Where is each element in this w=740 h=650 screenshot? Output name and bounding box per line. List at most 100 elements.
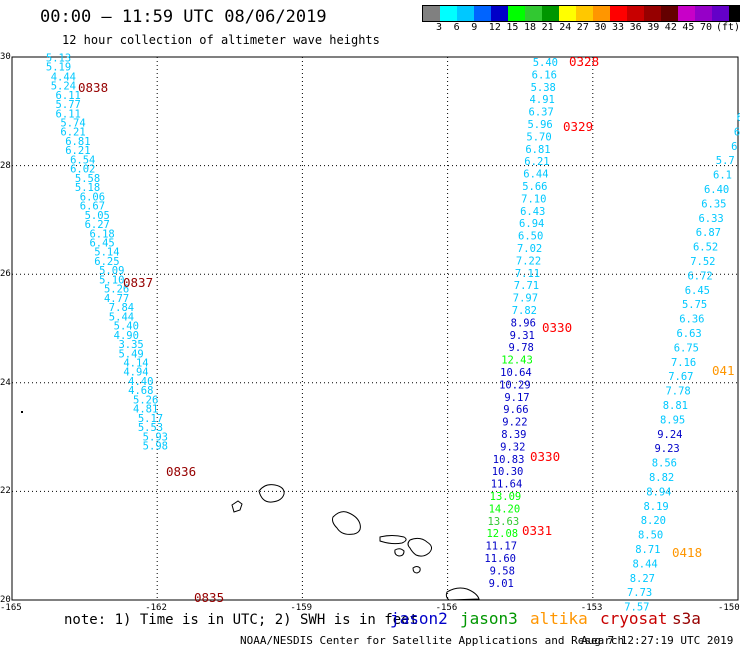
pass-time-label: 0835 [194,590,224,605]
wave-height-value: 9.32 [500,441,525,453]
wave-height-value: 9.17 [504,392,529,404]
pass-time-label: 0418 [672,545,702,560]
wave-height-value: 5.38 [531,82,556,94]
wave-height-value: 8.19 [643,501,668,513]
pass-time-label: 041 [712,363,735,378]
wave-height-value: 9.23 [654,443,679,455]
wave-height-value: 8.20 [641,515,666,527]
colorbar-label: 70 [700,22,713,33]
wave-height-value: 7.78 [665,386,690,398]
wave-height-value: 8.81 [663,400,688,412]
wave-height-value: 6.94 [519,218,544,230]
wave-height-value: 4.40 [128,376,153,388]
wave-height-value: 6.87 [696,227,721,239]
wave-height-value: 7.82 [512,305,537,317]
lon-tick-label: -165 [0,603,22,613]
wave-height-value: 5.19 [46,62,71,74]
pass-time-label: 0330 [530,449,560,464]
island-maui [407,537,433,557]
wave-height-value: 7.22 [516,255,541,267]
wave-height-value: 6.11 [56,108,81,120]
wave-height-value: 6.40 [704,184,729,196]
colorbar-label: 45 [682,22,695,33]
wave-height-value: 6.02 [70,164,95,176]
legend-jason2: jason2 [390,609,448,628]
colorbar-label: 39 [647,22,660,33]
legend-jason3: jason3 [460,609,518,628]
island-lanai [394,548,405,557]
colorbar-label: 12 [488,22,501,33]
colorbar-swatch [678,6,695,21]
wave-height-value: 6.25 [94,256,119,268]
wave-height-value: 5.74 [60,118,85,130]
wave-height-value: 11.64 [491,479,523,491]
colorbar-label: 15 [506,22,519,33]
wave-height-value: 5.24 [51,81,76,93]
wave-height-value: 6.21 [65,145,90,157]
wave-height-value: 6 [737,112,740,124]
colorbar-swatch [440,6,457,21]
colorbar-label: 30 [594,22,607,33]
pass-time-label: 0838 [78,80,108,95]
map-frame [11,56,739,601]
map-title: 00:00 — 11:59 UTC 08/06/2019 [40,7,327,27]
colorbar-label: 24 [559,22,572,33]
wave-height-value: 9.01 [489,578,514,590]
wave-height-value: 7.73 [627,587,652,599]
pass-time-label: 0330 [542,320,572,335]
wave-height-value: 5.75 [682,299,707,311]
wave-height-value: 13.09 [490,491,522,503]
colorbar-swatch [576,6,593,21]
colorbar-swatch [729,6,740,21]
wave-height-value: 5.66 [522,181,547,193]
wave-height-value: 7.97 [513,293,538,305]
wave-height-value: 6.75 [674,342,699,354]
wave-height-value: 9.22 [502,417,527,429]
wave-height-value: 6.72 [687,270,712,282]
wave-height-value: 8.44 [632,558,657,570]
wave-height-value: 6.11 [56,90,81,102]
wave-height-value: 4.68 [128,385,153,397]
wave-height-value: 5.09 [99,265,124,277]
wave-height-value: 6.54 [70,154,95,166]
wave-height-value: 4.81 [133,404,158,416]
colorbar-swatch [491,6,508,21]
wave-height-value: 8.39 [501,429,526,441]
lat-tick-label: 20 [0,595,11,605]
colorbar-swatch [695,6,712,21]
lon-tick-label: -159 [290,603,313,613]
colorbar-label: 33 [612,22,625,33]
wave-height-value: 8.94 [646,486,671,498]
pass-time-label: 0328 [569,54,599,69]
wave-height-value: 6.06 [80,191,105,203]
island-kahoolawe [412,566,421,574]
wave-height-value: 8.96 [511,317,536,329]
wave-height-value: 5.93 [143,431,168,443]
wave-height-value: 5.14 [94,247,119,259]
lat-tick-label: 28 [0,160,11,171]
wave-height-value: 6.33 [698,213,723,225]
lat-tick-label: 24 [0,377,11,388]
wave-height-value: 5.7 [716,155,735,167]
wave-height-value: 12.43 [501,355,533,367]
wave-height-value: 9.66 [503,404,528,416]
wave-height-value: 11.60 [484,553,516,565]
colorbar [422,5,740,22]
wave-height-value: 6.52 [693,242,718,254]
colorbar-swatch [610,6,627,21]
wave-height-value: 6.36 [679,314,704,326]
lon-tick-label: -153 [580,603,603,613]
wave-height-value: 8.95 [660,414,685,426]
legend-cryosat: cryosat [600,609,668,628]
wave-height-value: 14.20 [489,503,521,515]
lon-tick-label: -162 [145,603,167,613]
colorbar-swatch [508,6,525,21]
wave-height-value: 6.35 [701,198,726,210]
colorbar-label: 6 [453,22,460,33]
wave-height-value: 9.31 [510,330,535,342]
wave-height-value: 5.26 [104,284,129,296]
wave-height-value: 9.24 [657,429,682,441]
colorbar-swatch [423,6,440,21]
lon-tick-label: -150 [718,603,740,613]
